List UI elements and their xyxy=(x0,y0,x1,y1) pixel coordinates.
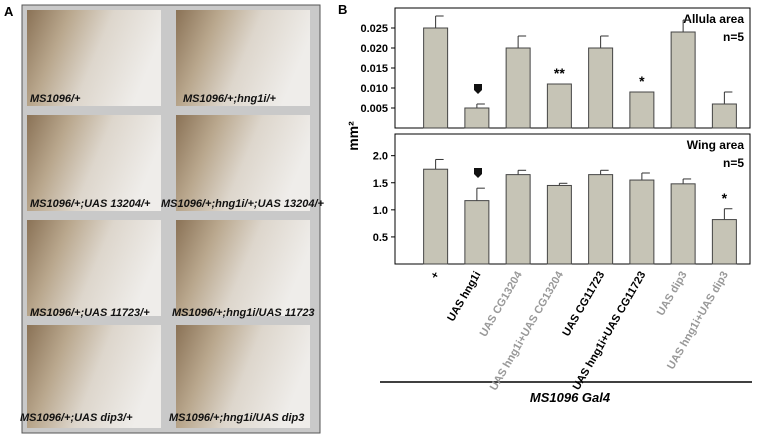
x-tick-label: UAS CG11723 xyxy=(560,270,607,339)
panel-label: A xyxy=(4,4,14,19)
y-axis-label: mm² xyxy=(345,121,361,151)
bar xyxy=(670,183,696,265)
bar xyxy=(505,47,531,129)
chart-title: Allula area xyxy=(683,12,744,26)
annotation: * xyxy=(722,190,728,206)
photo xyxy=(176,10,310,106)
x-tick-label: UAS hng1i+UAS CG11723 xyxy=(571,270,649,393)
bar xyxy=(711,219,737,265)
annotation: ** xyxy=(554,65,565,81)
plot-frame xyxy=(394,133,751,265)
photo xyxy=(27,115,161,211)
marker xyxy=(474,84,482,94)
caption: MS1096/+;UAS 13204/+ xyxy=(30,198,151,210)
caption: MS1096/+;hng1i/UAS dip3 xyxy=(169,412,304,424)
x-tick-label: + xyxy=(429,270,443,282)
x-tick-label: UAS hng1i+UAS CG13204 xyxy=(488,269,567,393)
y-tick-label: 0.025 xyxy=(360,23,388,35)
y-tick-label: 1.5 xyxy=(373,178,388,190)
y-tick-label: 0.005 xyxy=(360,103,388,115)
caption: MS1096/+;UAS dip3/+ xyxy=(20,412,133,424)
x-tick-label: UAS CG13204 xyxy=(478,269,526,339)
photo xyxy=(27,325,161,428)
bar xyxy=(711,103,737,129)
photo xyxy=(27,10,161,106)
x-tick-label: UAS hng1i xyxy=(445,270,483,324)
y-tick-label: 0.015 xyxy=(360,63,388,75)
bar xyxy=(423,168,449,265)
y-tick-label: 0.5 xyxy=(373,232,388,244)
bar xyxy=(464,200,490,265)
bar xyxy=(464,107,490,129)
photo xyxy=(176,220,310,316)
chart-subtitle: n=5 xyxy=(723,156,744,170)
photo xyxy=(27,220,161,316)
bar xyxy=(546,83,572,129)
bar xyxy=(588,47,614,129)
caption: MS1096/+;UAS 11723/+ xyxy=(30,307,150,319)
plot-frame xyxy=(394,7,751,129)
marker xyxy=(474,168,482,178)
caption: MS1096/+ xyxy=(30,93,81,105)
caption: MS1096/+;hng1i/+;UAS 13204/+ xyxy=(161,198,325,210)
photo xyxy=(176,115,310,211)
y-tick-label: 2.0 xyxy=(373,151,388,163)
chart-title: Wing area xyxy=(687,138,745,152)
annotation: * xyxy=(639,73,645,89)
photos xyxy=(27,10,310,428)
chart-subtitle: n=5 xyxy=(723,30,744,44)
y-tick-label: 0.020 xyxy=(360,43,388,55)
bar xyxy=(505,174,531,265)
y-tick-label: 0.010 xyxy=(360,83,388,95)
caption: MS1096/+;hng1i/UAS 11723 xyxy=(172,307,315,319)
bar xyxy=(588,174,614,265)
bar xyxy=(629,179,655,265)
bar xyxy=(546,184,572,265)
caption: MS1096/+;hng1i/+ xyxy=(183,93,277,105)
x-tick-label: UAS dip3 xyxy=(655,270,690,318)
bar xyxy=(629,91,655,129)
panel-label: B xyxy=(338,2,347,17)
y-tick-label: 1.0 xyxy=(373,205,388,217)
bar xyxy=(423,27,449,129)
bar xyxy=(670,31,696,129)
photo xyxy=(176,325,310,428)
group-label: MS1096 Gal4 xyxy=(530,390,611,405)
